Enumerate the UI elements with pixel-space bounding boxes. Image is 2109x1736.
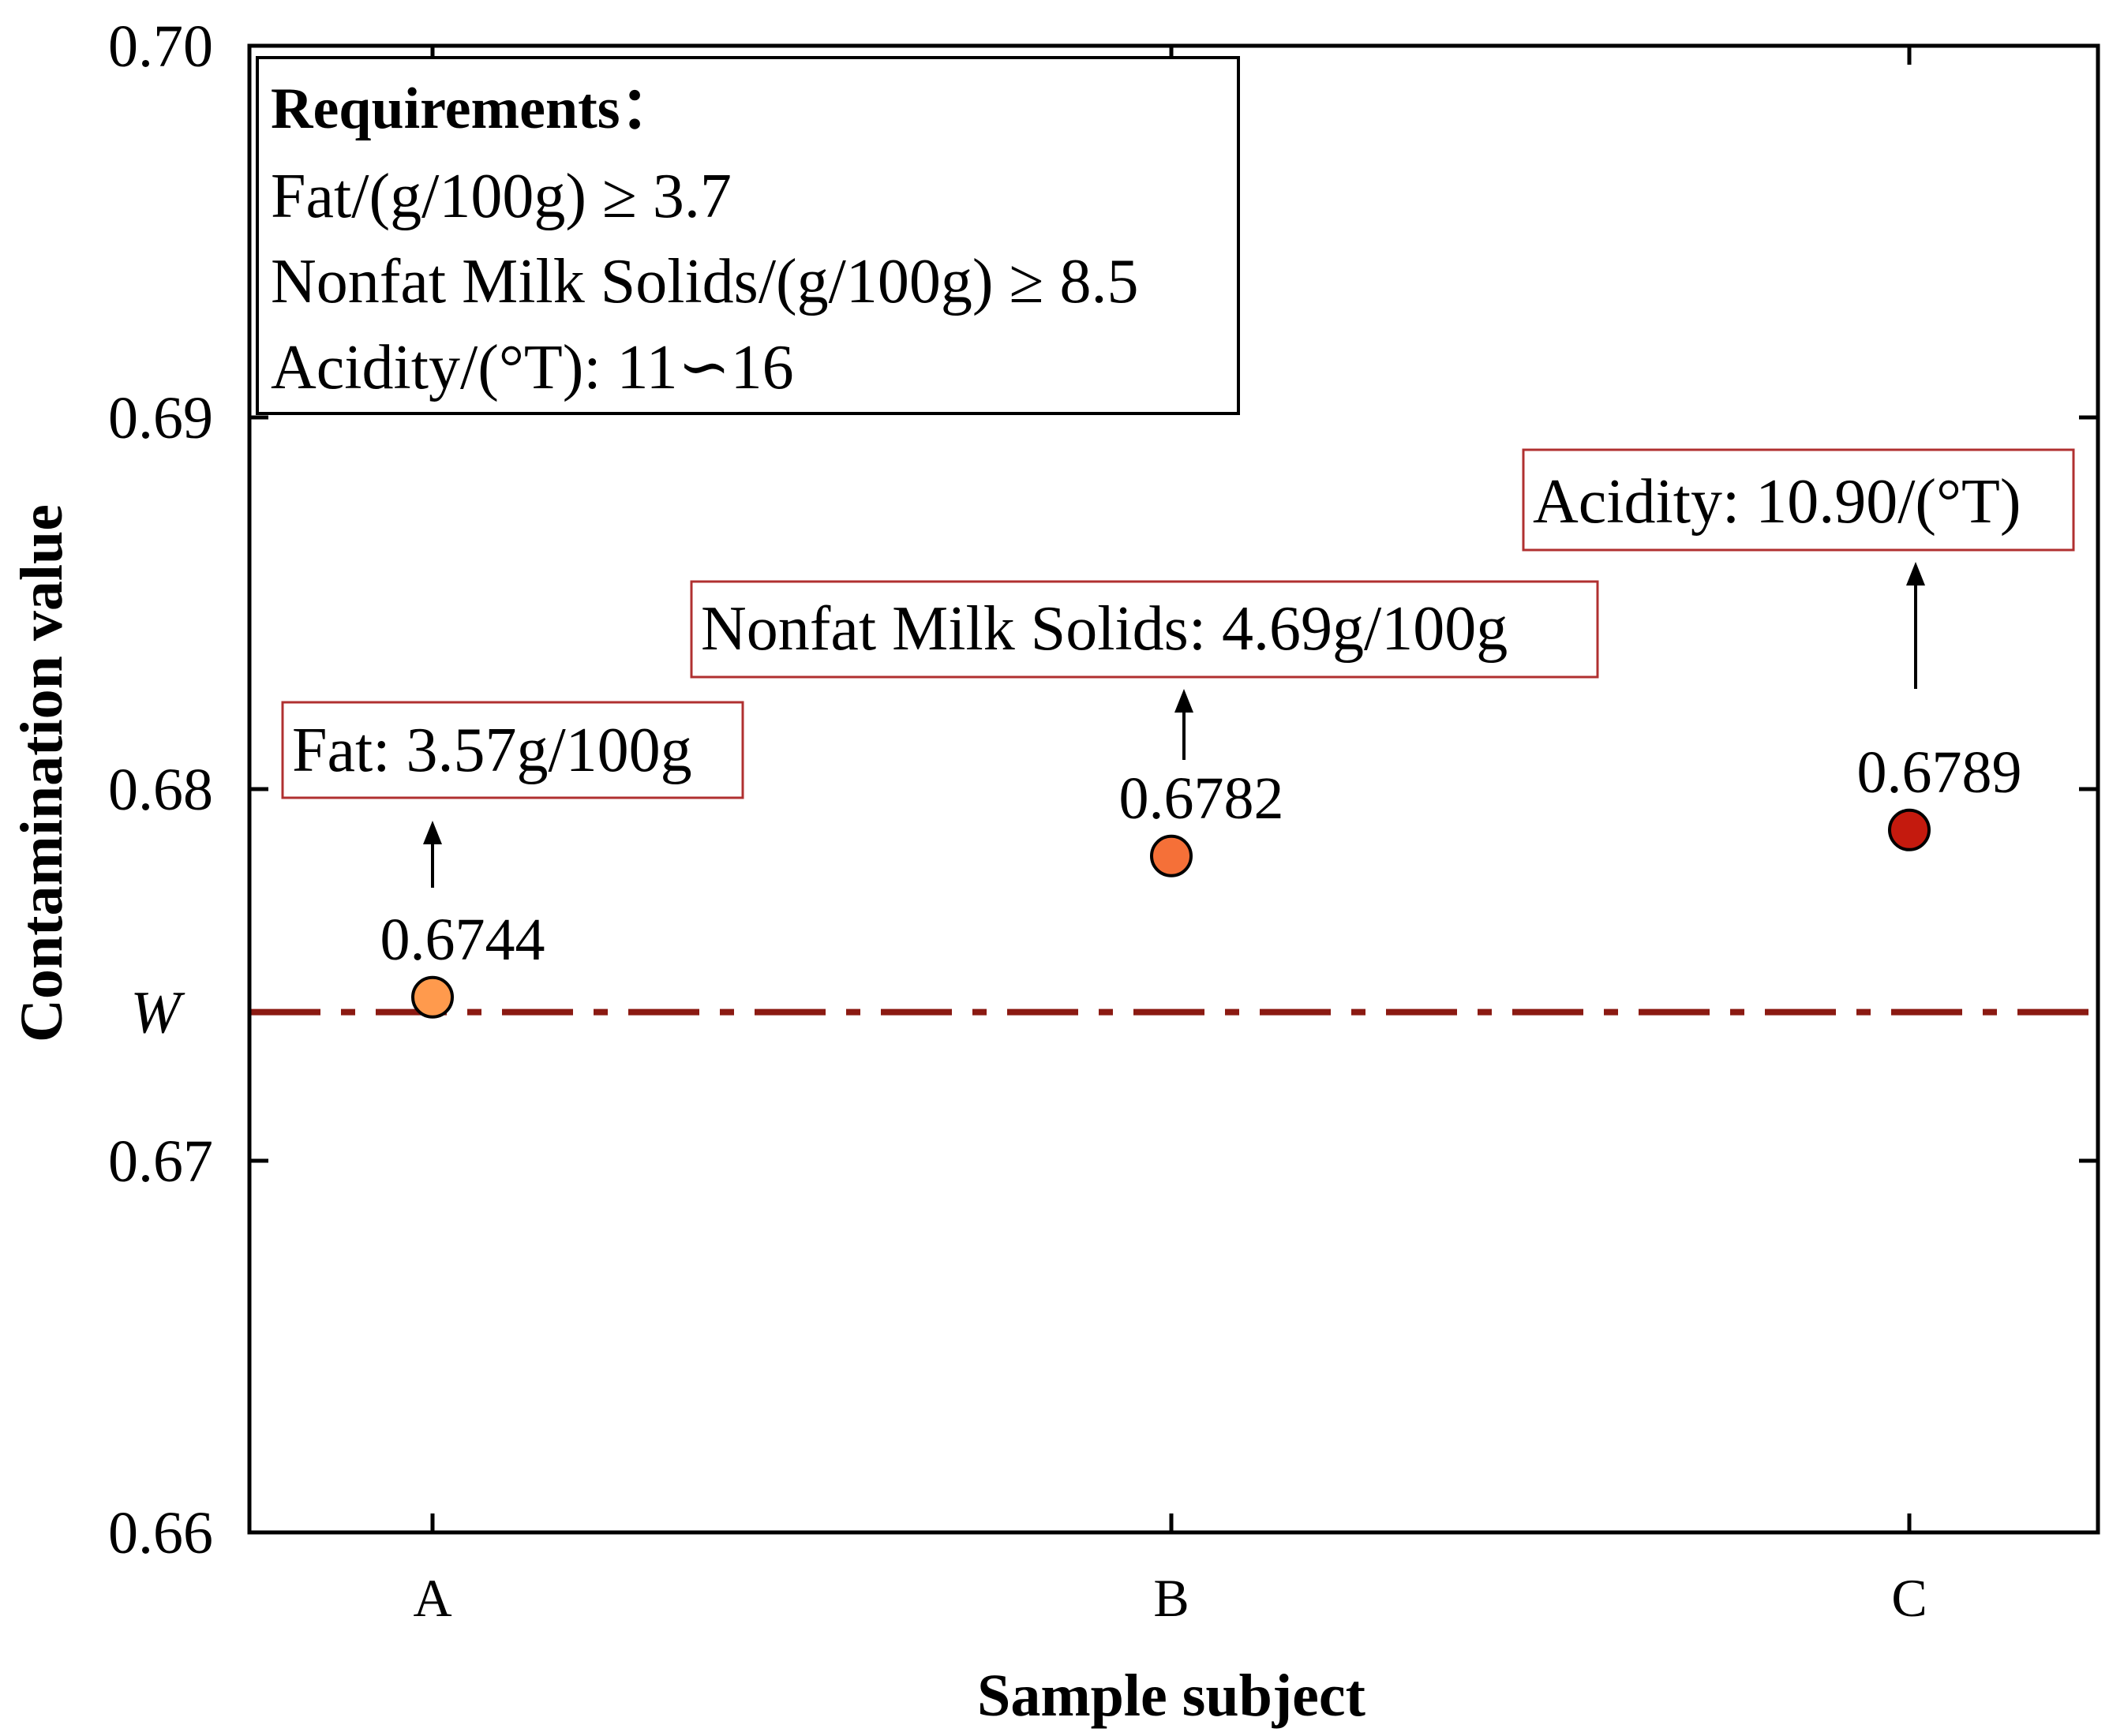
annotation-text: Fat: 3.57g/100g: [292, 716, 692, 785]
data-label: 0.6782: [1119, 765, 1284, 832]
annotation-text: Nonfat Milk Solids: 4.69g/100g: [701, 594, 1508, 664]
requirements-box: Requirements： Fat/(g/100g) ≥ 3.7 Nonfat …: [256, 56, 1240, 415]
arrow-up-icon: [1174, 689, 1193, 713]
annotation-box: [281, 701, 744, 799]
y-tick-label: 0.66: [108, 1500, 213, 1566]
annotation-box: [1522, 448, 2075, 552]
x-axis-title: Sample subject: [977, 1663, 1365, 1729]
y-tick-label: 0.68: [108, 757, 213, 823]
data-label: 0.6789: [1857, 739, 2022, 806]
arrow-up-icon: [1906, 562, 1925, 586]
x-tick-label: B: [1153, 1568, 1189, 1628]
data-points: 0.6744 0.6782 0.6789: [380, 739, 2022, 1019]
arrow-up-icon: [423, 821, 442, 844]
data-point: [1888, 808, 1931, 851]
plot-frame: [247, 43, 2100, 1535]
requirement-fat: Fat/(g/100g) ≥ 3.7: [271, 162, 732, 231]
requirement-acidity: Acidity/(°T): 11∽16: [271, 333, 794, 402]
data-point: [1150, 834, 1193, 877]
reference-line-label: W: [130, 980, 185, 1046]
x-tick-label: A: [413, 1568, 451, 1628]
y-tick-label: 0.69: [108, 385, 213, 451]
x-tick-label: C: [1891, 1568, 1927, 1628]
annotation-text: Acidity: 10.90/(°T): [1533, 467, 2021, 537]
reference-line-group: W: [130, 980, 2098, 1046]
data-point: [411, 975, 454, 1019]
requirements-title: Requirements：: [271, 77, 679, 141]
requirements-box-frame: [256, 56, 1240, 415]
annotation-box: [690, 580, 1599, 679]
y-tick-label: 0.70: [108, 13, 213, 80]
data-label: 0.6744: [380, 907, 545, 973]
requirement-nonfat-milk-solids: Nonfat Milk Solids/(g/100g) ≥ 8.5: [271, 247, 1138, 316]
axes: 0.66 0.67 0.68 0.69 0.70 A B C: [108, 13, 2098, 1628]
y-axis-title: Contamination value: [9, 504, 75, 1042]
y-tick-label: 0.67: [108, 1128, 213, 1195]
